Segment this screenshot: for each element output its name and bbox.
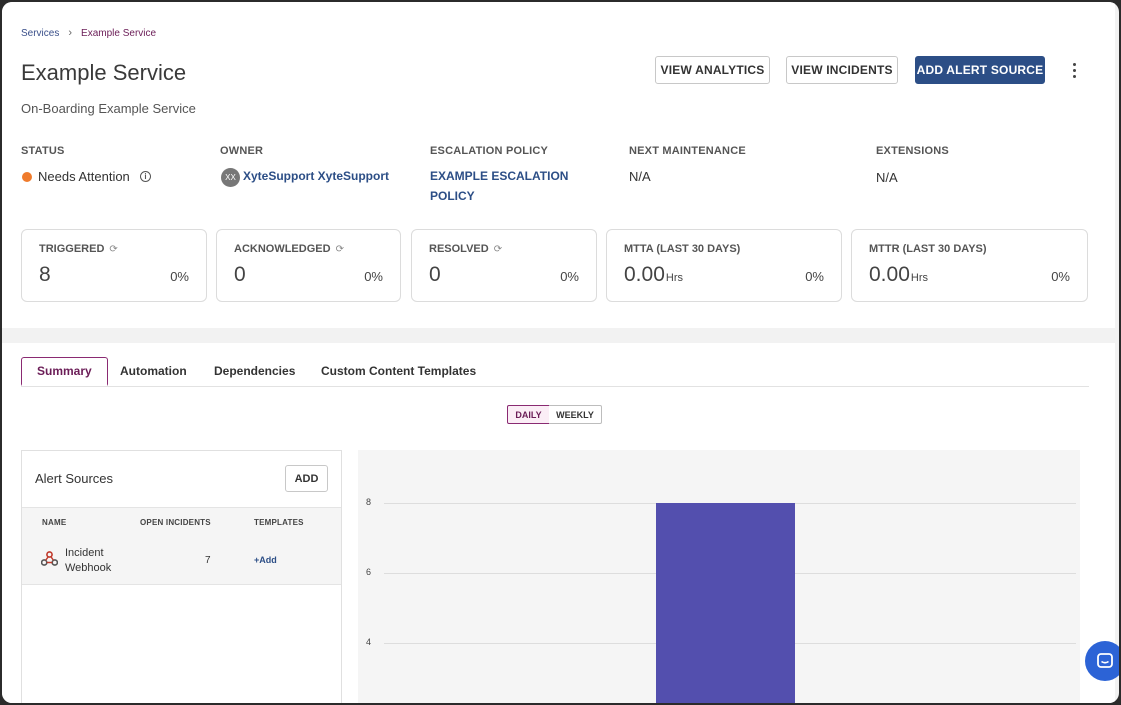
breadcrumb-current: Example Service (81, 28, 157, 39)
stat-percent: 0% (805, 269, 824, 284)
tab-custom-content-templates[interactable]: Custom Content Templates (321, 364, 477, 378)
alert-sources-table-header: NAME OPEN INCIDENTS TEMPLATES (22, 507, 341, 539)
stat-label: RESOLVED (429, 243, 489, 255)
open-incidents-count: 7 (205, 555, 211, 566)
table-row[interactable]: Incident Webhook 7 +Add (22, 538, 341, 585)
tab-dependencies[interactable]: Dependencies (214, 364, 296, 378)
stat-value: 0 (234, 263, 246, 286)
chat-support-icon[interactable] (1085, 641, 1119, 681)
service-header-panel: Services › Example Service Example Service… (2, 2, 1115, 328)
add-alert-source-button[interactable]: ADD ALERT SOURCE (915, 56, 1045, 84)
stat-unit: Hrs (665, 272, 683, 284)
column-header-name: NAME (42, 518, 67, 527)
status-label: STATUS (21, 145, 65, 157)
stat-card-resolved[interactable]: RESOLVED ⟳ 0 0% (411, 229, 597, 302)
column-header-open-incidents: OPEN INCIDENTS (140, 518, 211, 527)
breadcrumb: Services › Example Service (21, 27, 156, 39)
escalation-policy-link-line2[interactable]: POLICY (430, 189, 475, 203)
stat-value: 0 (429, 263, 441, 286)
y-tick-label: 8 (366, 497, 372, 507)
escalation-policy-link-line1[interactable]: EXAMPLE ESCALATION (430, 169, 569, 183)
stat-label: ACKNOWLEDGED (234, 243, 331, 255)
page-subtitle: On-Boarding Example Service (21, 101, 196, 116)
breadcrumb-services-link[interactable]: Services (21, 28, 60, 39)
info-icon[interactable]: i (140, 171, 151, 182)
tab-summary[interactable]: Summary (21, 357, 108, 386)
alert-sources-title: Alert Sources (35, 471, 114, 486)
next-maintenance-value: N/A (629, 169, 651, 184)
view-incidents-button[interactable]: VIEW INCIDENTS (786, 56, 898, 84)
stat-value: 0.00Hrs (869, 263, 928, 286)
refresh-icon: ⟳ (493, 243, 503, 255)
daily-toggle[interactable]: DAILY (507, 405, 550, 424)
alert-source-name[interactable]: Incident Webhook (65, 547, 112, 574)
stat-card-acknowledged[interactable]: ACKNOWLEDGED ⟳ 0 0% (216, 229, 401, 302)
owner-link[interactable]: XyteSupport XyteSupport (243, 169, 390, 183)
stat-card-triggered[interactable]: TRIGGERED ⟳ 8 0% (21, 229, 207, 302)
stat-percent: 0% (364, 269, 383, 284)
refresh-icon: ⟳ (335, 243, 344, 255)
stat-card-mtta[interactable]: MTTA (LAST 30 DAYS) 0.00Hrs 0% (606, 229, 842, 302)
tab-automation[interactable]: Automation (120, 364, 187, 378)
add-template-link[interactable]: +Add (254, 555, 277, 565)
status-dot-icon (22, 172, 32, 182)
extensions-value: N/A (876, 170, 898, 185)
page-title: Example Service (21, 60, 187, 85)
escalation-policy-label: ESCALATION POLICY (430, 145, 549, 157)
alert-sources-panel: Alert Sources ADD NAME OPEN INCIDENTS TE… (21, 450, 342, 703)
stat-percent: 0% (1051, 269, 1070, 284)
extensions-label: EXTENSIONS (876, 145, 949, 157)
stat-percent: 0% (170, 269, 189, 284)
stat-label: MTTR (LAST 30 DAYS) (869, 243, 987, 255)
stat-label: MTTA (LAST 30 DAYS) (624, 243, 741, 255)
stat-unit: Hrs (910, 272, 928, 284)
stat-value: 0.00Hrs (624, 263, 683, 286)
stat-value: 8 (39, 263, 51, 286)
add-alert-source-small-button[interactable]: ADD (285, 465, 328, 492)
weekly-toggle[interactable]: WEEKLY (549, 405, 602, 424)
view-analytics-button[interactable]: VIEW ANALYTICS (655, 56, 770, 84)
stat-label: TRIGGERED (39, 243, 105, 255)
more-options-icon[interactable] (1066, 58, 1082, 82)
owner-label: OWNER (220, 145, 264, 157)
y-tick-label: 6 (366, 567, 372, 577)
stat-percent: 0% (560, 269, 579, 284)
stat-card-mttr[interactable]: MTTR (LAST 30 DAYS) 0.00Hrs 0% (851, 229, 1088, 302)
incidents-bar-chart: 8 6 4 (358, 450, 1080, 703)
webhook-icon (41, 551, 58, 566)
chevron-right-icon: › (68, 27, 73, 39)
refresh-icon: ⟳ (109, 243, 118, 255)
summary-panel: Summary Automation Dependencies Custom C… (2, 343, 1115, 703)
column-header-templates: TEMPLATES (254, 518, 304, 527)
avatar: XX (221, 168, 240, 187)
y-tick-label: 4 (366, 637, 372, 647)
tab-bar: Summary Automation Dependencies Custom C… (21, 357, 1089, 387)
status-value: Needs Attention (38, 169, 130, 184)
next-maintenance-label: NEXT MAINTENANCE (629, 145, 746, 157)
chart-bar[interactable] (656, 503, 795, 703)
